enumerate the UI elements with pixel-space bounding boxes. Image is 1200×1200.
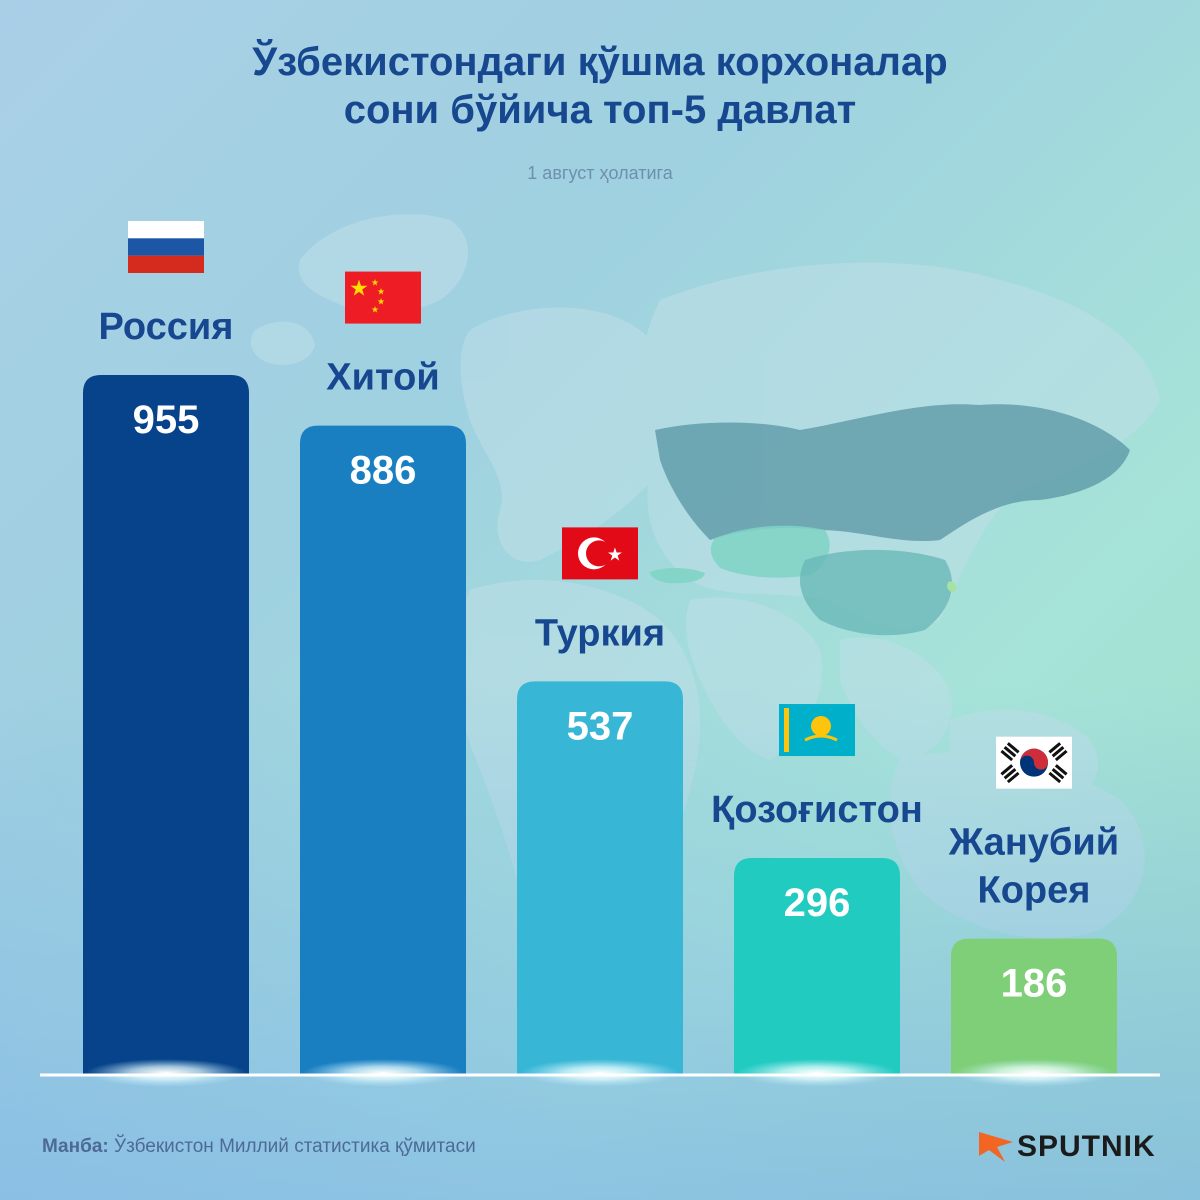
chart-title: Ўзбекистондаги қўшма корхоналар сони бўй… (100, 38, 1100, 134)
kazakhstan-flag-icon (779, 704, 855, 757)
svg-text:★: ★ (349, 277, 369, 302)
svg-text:★: ★ (377, 288, 385, 298)
bar-value-label-3: 537 (567, 704, 634, 748)
map-china-region (800, 549, 953, 636)
map-russia-region (655, 404, 1130, 542)
south-korea-flag-icon (996, 736, 1072, 789)
bar-glow-4 (737, 1059, 897, 1087)
category-label-2: Хитой (326, 357, 439, 399)
bar-value-label-4: 296 (784, 881, 851, 925)
bar-value-label-5: 186 (1001, 962, 1068, 1006)
bar-glow-1 (86, 1059, 246, 1087)
source-text: Ўзбекистон Миллий статистика қўмитаси (114, 1136, 476, 1157)
sputnik-brand: SPUTNIK (975, 1128, 1175, 1168)
bar-5 (951, 938, 1117, 1075)
bar-glow-3 (520, 1059, 680, 1087)
sputnik-logo-icon (979, 1132, 1013, 1162)
bar-4 (734, 858, 900, 1075)
chart-subtitle: 1 август ҳолатига (527, 163, 673, 183)
turkey-flag-icon: ★ (562, 527, 638, 580)
category-label-5-line-1: Жанубий (948, 822, 1119, 864)
bar-1 (83, 375, 249, 1075)
svg-text:★: ★ (371, 279, 379, 289)
chart-title-line-1: Ўзбекистондаги қўшма корхоналар (252, 40, 948, 84)
chart-title-line-2: сони бўйича топ-5 давлат (343, 88, 857, 132)
bar-3 (517, 681, 683, 1075)
svg-text:★: ★ (377, 298, 385, 308)
category-label-3: Туркия (535, 612, 665, 654)
russia-flag-icon (128, 221, 204, 273)
brand-name: SPUTNIK (1017, 1130, 1156, 1163)
source-note: Манба: Ўзбекистон Миллий статистика қўми… (42, 1136, 476, 1158)
map-korea-region (947, 581, 957, 593)
svg-text:★: ★ (607, 544, 623, 565)
bar-value-label-1: 955 (133, 398, 200, 442)
bar-glow-2 (303, 1059, 463, 1087)
category-label-1: Россия (99, 306, 234, 348)
map-turkey-region (650, 567, 705, 584)
china-flag-icon: ★ ★★★★ (345, 271, 421, 324)
map-kazakhstan-region (710, 525, 830, 578)
bar-value-label-2: 886 (350, 449, 417, 493)
category-label-5-line-2: Корея (978, 870, 1091, 912)
svg-text:★: ★ (371, 306, 379, 316)
bar-glow-5 (954, 1059, 1114, 1087)
source-label: Манба: (42, 1136, 109, 1157)
bar-2 (300, 425, 466, 1075)
category-label-4: Қозоғистон (711, 789, 923, 831)
